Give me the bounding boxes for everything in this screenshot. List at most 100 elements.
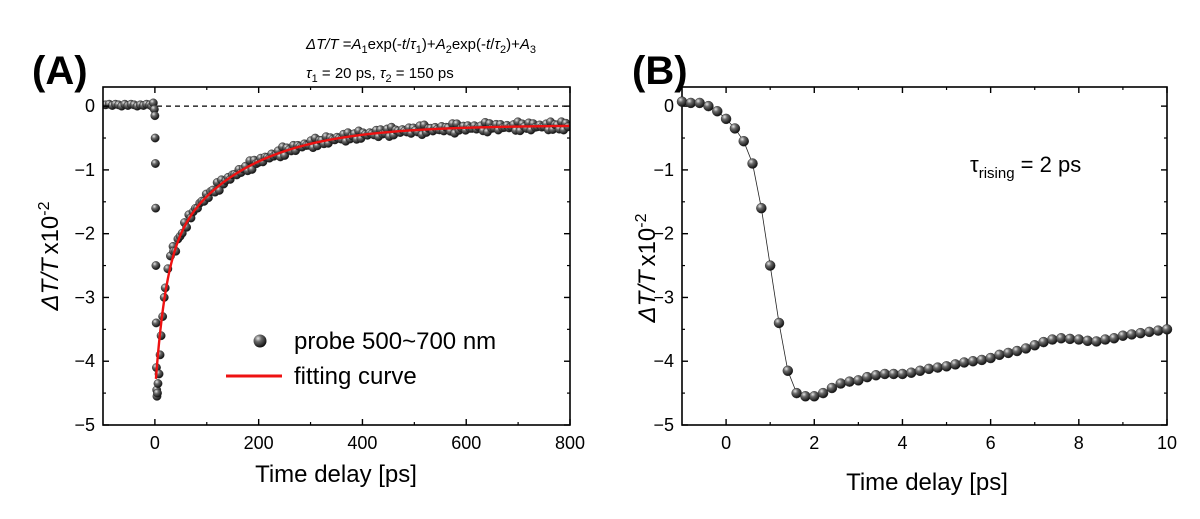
data-point: [773, 317, 785, 329]
x-tick-label-a: 800: [555, 433, 585, 453]
data-point: [1161, 324, 1173, 335]
legend-label-fit: fitting curve: [294, 363, 417, 390]
data-point: [1126, 329, 1137, 340]
data-point: [888, 368, 899, 380]
data-point: [1047, 334, 1058, 345]
data-point: [712, 106, 723, 117]
legend-label-probe: probe 500~700 nm: [294, 328, 496, 355]
data-point: [685, 97, 697, 109]
data-point: [729, 123, 741, 134]
data-point: [879, 368, 891, 380]
y-tick-label-b: −3: [653, 287, 674, 307]
x-tick-label-b: 0: [721, 433, 731, 453]
data-point: [150, 133, 160, 143]
y-tick-label-a: −2: [74, 224, 95, 244]
y-tick-label-b: 0: [664, 96, 674, 116]
x-tick-label-b: 10: [1157, 433, 1177, 453]
data-point: [1011, 345, 1023, 357]
data-point: [153, 379, 163, 388]
data-point: [1064, 333, 1076, 345]
panel-a-data: [103, 98, 570, 401]
y-tick-label-a: −3: [74, 287, 95, 307]
data-point: [853, 375, 864, 386]
panel-a-plot: 0 200 400 600 800 0 −1 −2 −3 −4 −5: [74, 86, 585, 453]
data-point: [1100, 334, 1111, 345]
fit-equation: ΔT/T =A1exp(-t/τ1)+A2exp(-t/τ2)+A3: [305, 36, 536, 56]
data-point: [151, 159, 160, 168]
data-point: [150, 111, 160, 121]
tau-values: τ1 = 20 ps, τ2 = 150 ps: [306, 65, 454, 85]
xlabel-a: Time delay [ps]: [255, 461, 417, 488]
data-point: [747, 158, 758, 169]
data-point: [151, 203, 161, 213]
data-point: [817, 387, 829, 399]
data-point: [1144, 326, 1155, 338]
series-line: [681, 101, 1168, 397]
data-point: [809, 391, 820, 402]
data-point: [1029, 340, 1040, 351]
data-point: [800, 391, 811, 402]
data-point: [720, 113, 732, 125]
xlabel-b: Time delay [ps]: [846, 469, 1008, 496]
data-point: [151, 318, 161, 328]
data-point: [151, 261, 161, 270]
fit-curve: [154, 124, 570, 379]
x-tick-label-b: 4: [897, 433, 907, 453]
y-tick-label-b: −2: [653, 224, 674, 244]
y-tick-label-a: −5: [74, 415, 95, 435]
data-point: [1003, 347, 1014, 359]
data-point: [1082, 335, 1093, 347]
x-tick-label-a: 200: [244, 433, 274, 453]
data-point: [835, 378, 846, 389]
data-point: [1055, 333, 1067, 344]
data-point: [1073, 334, 1085, 345]
data-point: [870, 370, 882, 381]
data-point: [958, 357, 970, 368]
data-point: [791, 387, 802, 399]
data-point: [941, 361, 952, 372]
data-point: [1108, 333, 1120, 344]
data-point: [906, 367, 917, 378]
x-tick-label-b: 2: [809, 433, 819, 453]
y-tick-label-b: −1: [653, 160, 674, 180]
data-point: [994, 349, 1005, 361]
rising-time-annotation: τrising = 2 ps: [970, 152, 1081, 182]
panel-b-plot: 0 2 4 6 8 10 0 −1 −2 −3 −4 −5: [653, 86, 1177, 453]
plot-frame-a: [102, 86, 571, 426]
data-point: [932, 362, 943, 373]
panel-label-a: (A): [32, 49, 88, 93]
y-tick-label-a: 0: [85, 96, 95, 116]
data-point: [897, 368, 908, 380]
data-point: [1152, 325, 1164, 336]
data-point: [950, 359, 961, 370]
data-point: [923, 363, 935, 375]
data-point: [861, 371, 873, 383]
data-point: [976, 354, 988, 366]
data-point: [985, 352, 996, 364]
data-point: [914, 365, 926, 376]
data-point: [1091, 336, 1102, 347]
x-tick-label-b: 6: [986, 433, 996, 453]
data-point: [694, 97, 705, 109]
legend-marker-probe: [253, 334, 267, 348]
ylabel-b: ΔT/Tx10-2: [633, 213, 661, 323]
data-point: [1117, 330, 1129, 341]
y-tick-label-b: −4: [653, 351, 674, 371]
data-point: [967, 356, 979, 367]
data-point: [782, 365, 794, 376]
data-point: [153, 388, 162, 398]
y-tick-label-b: −5: [653, 415, 674, 435]
y-tick-label-a: −4: [74, 351, 95, 371]
data-point: [756, 202, 767, 214]
data-point: [1135, 327, 1146, 339]
data-point: [703, 100, 714, 112]
x-tick-label-a: 0: [150, 433, 160, 453]
x-tick-label-a: 600: [451, 433, 481, 453]
x-tick-label-a: 400: [347, 433, 377, 453]
data-point: [764, 260, 776, 271]
data-point: [738, 136, 749, 147]
data-point: [826, 382, 838, 394]
data-point: [1020, 343, 1032, 354]
panel-label-b: (B): [632, 49, 688, 93]
